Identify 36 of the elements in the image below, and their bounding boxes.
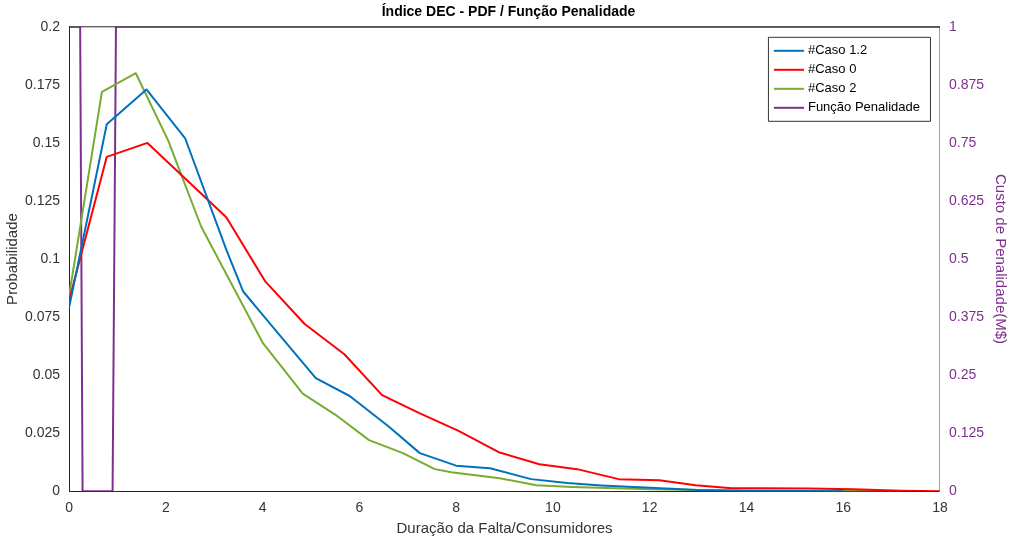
y-tick-label: 0.15 (32, 133, 61, 150)
x-tick-label: 18 (932, 499, 948, 516)
y-tick-label: 0.175 (24, 75, 61, 92)
y-tick-label: 0.025 (24, 424, 61, 441)
y2-tick-label: 0.5 (948, 249, 969, 266)
y2-tick-label: 1 (948, 17, 957, 34)
y-tick-label: 0 (52, 482, 61, 499)
legend-label: #Caso 2 (807, 80, 857, 96)
y2-tick-label: 0.875 (948, 75, 985, 92)
y2-tick-label: 0.375 (948, 307, 985, 324)
x-tick-label: 2 (161, 499, 170, 516)
x-tick-label: 0 (65, 499, 74, 516)
y2-tick-label: 0.125 (948, 424, 985, 441)
x-tick-label: 16 (835, 499, 852, 516)
y-tick-label: 0.075 (24, 307, 61, 324)
y2-tick-label: 0.75 (948, 133, 977, 150)
y-tick-label: 0.125 (24, 191, 61, 208)
x-tick-label: 8 (452, 499, 461, 516)
y2-tick-label: 0 (948, 482, 957, 499)
y2-tick-label: 0.25 (948, 365, 977, 382)
legend-label: #Caso 0 (807, 61, 857, 77)
x-axis-title: Duração da Falta/Consumidores (396, 519, 613, 537)
x-tick-label: 6 (355, 499, 364, 516)
x-tick-label: 4 (258, 499, 267, 516)
chart-title: Índice DEC - PDF / Função Penalidade (381, 3, 636, 20)
y-axis-title: Probabilidade (3, 213, 21, 305)
y-tick-label: 0.2 (40, 17, 61, 34)
x-tick-label: 12 (641, 499, 658, 516)
y-tick-label: 0.05 (32, 365, 61, 382)
y2-axis-title: Custo de Penalidade(M$) (992, 173, 1010, 345)
y2-tick-label: 0.625 (948, 191, 985, 208)
y-tick-label: 0.1 (40, 249, 61, 266)
x-tick-label: 14 (738, 499, 755, 516)
legend-label: #Caso 1.2 (807, 42, 868, 58)
legend-label: Função Penalidade (807, 99, 920, 115)
x-tick-label: 10 (545, 499, 561, 516)
